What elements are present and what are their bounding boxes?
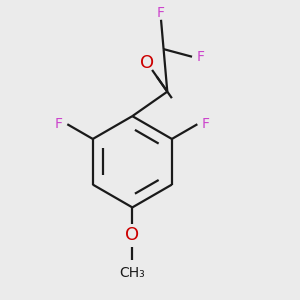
Text: O: O bbox=[140, 54, 154, 72]
Text: F: F bbox=[157, 6, 165, 20]
Text: CH₃: CH₃ bbox=[119, 266, 145, 280]
Text: F: F bbox=[202, 117, 210, 131]
Text: O: O bbox=[125, 226, 140, 244]
Text: F: F bbox=[196, 50, 204, 64]
Text: F: F bbox=[55, 117, 63, 131]
